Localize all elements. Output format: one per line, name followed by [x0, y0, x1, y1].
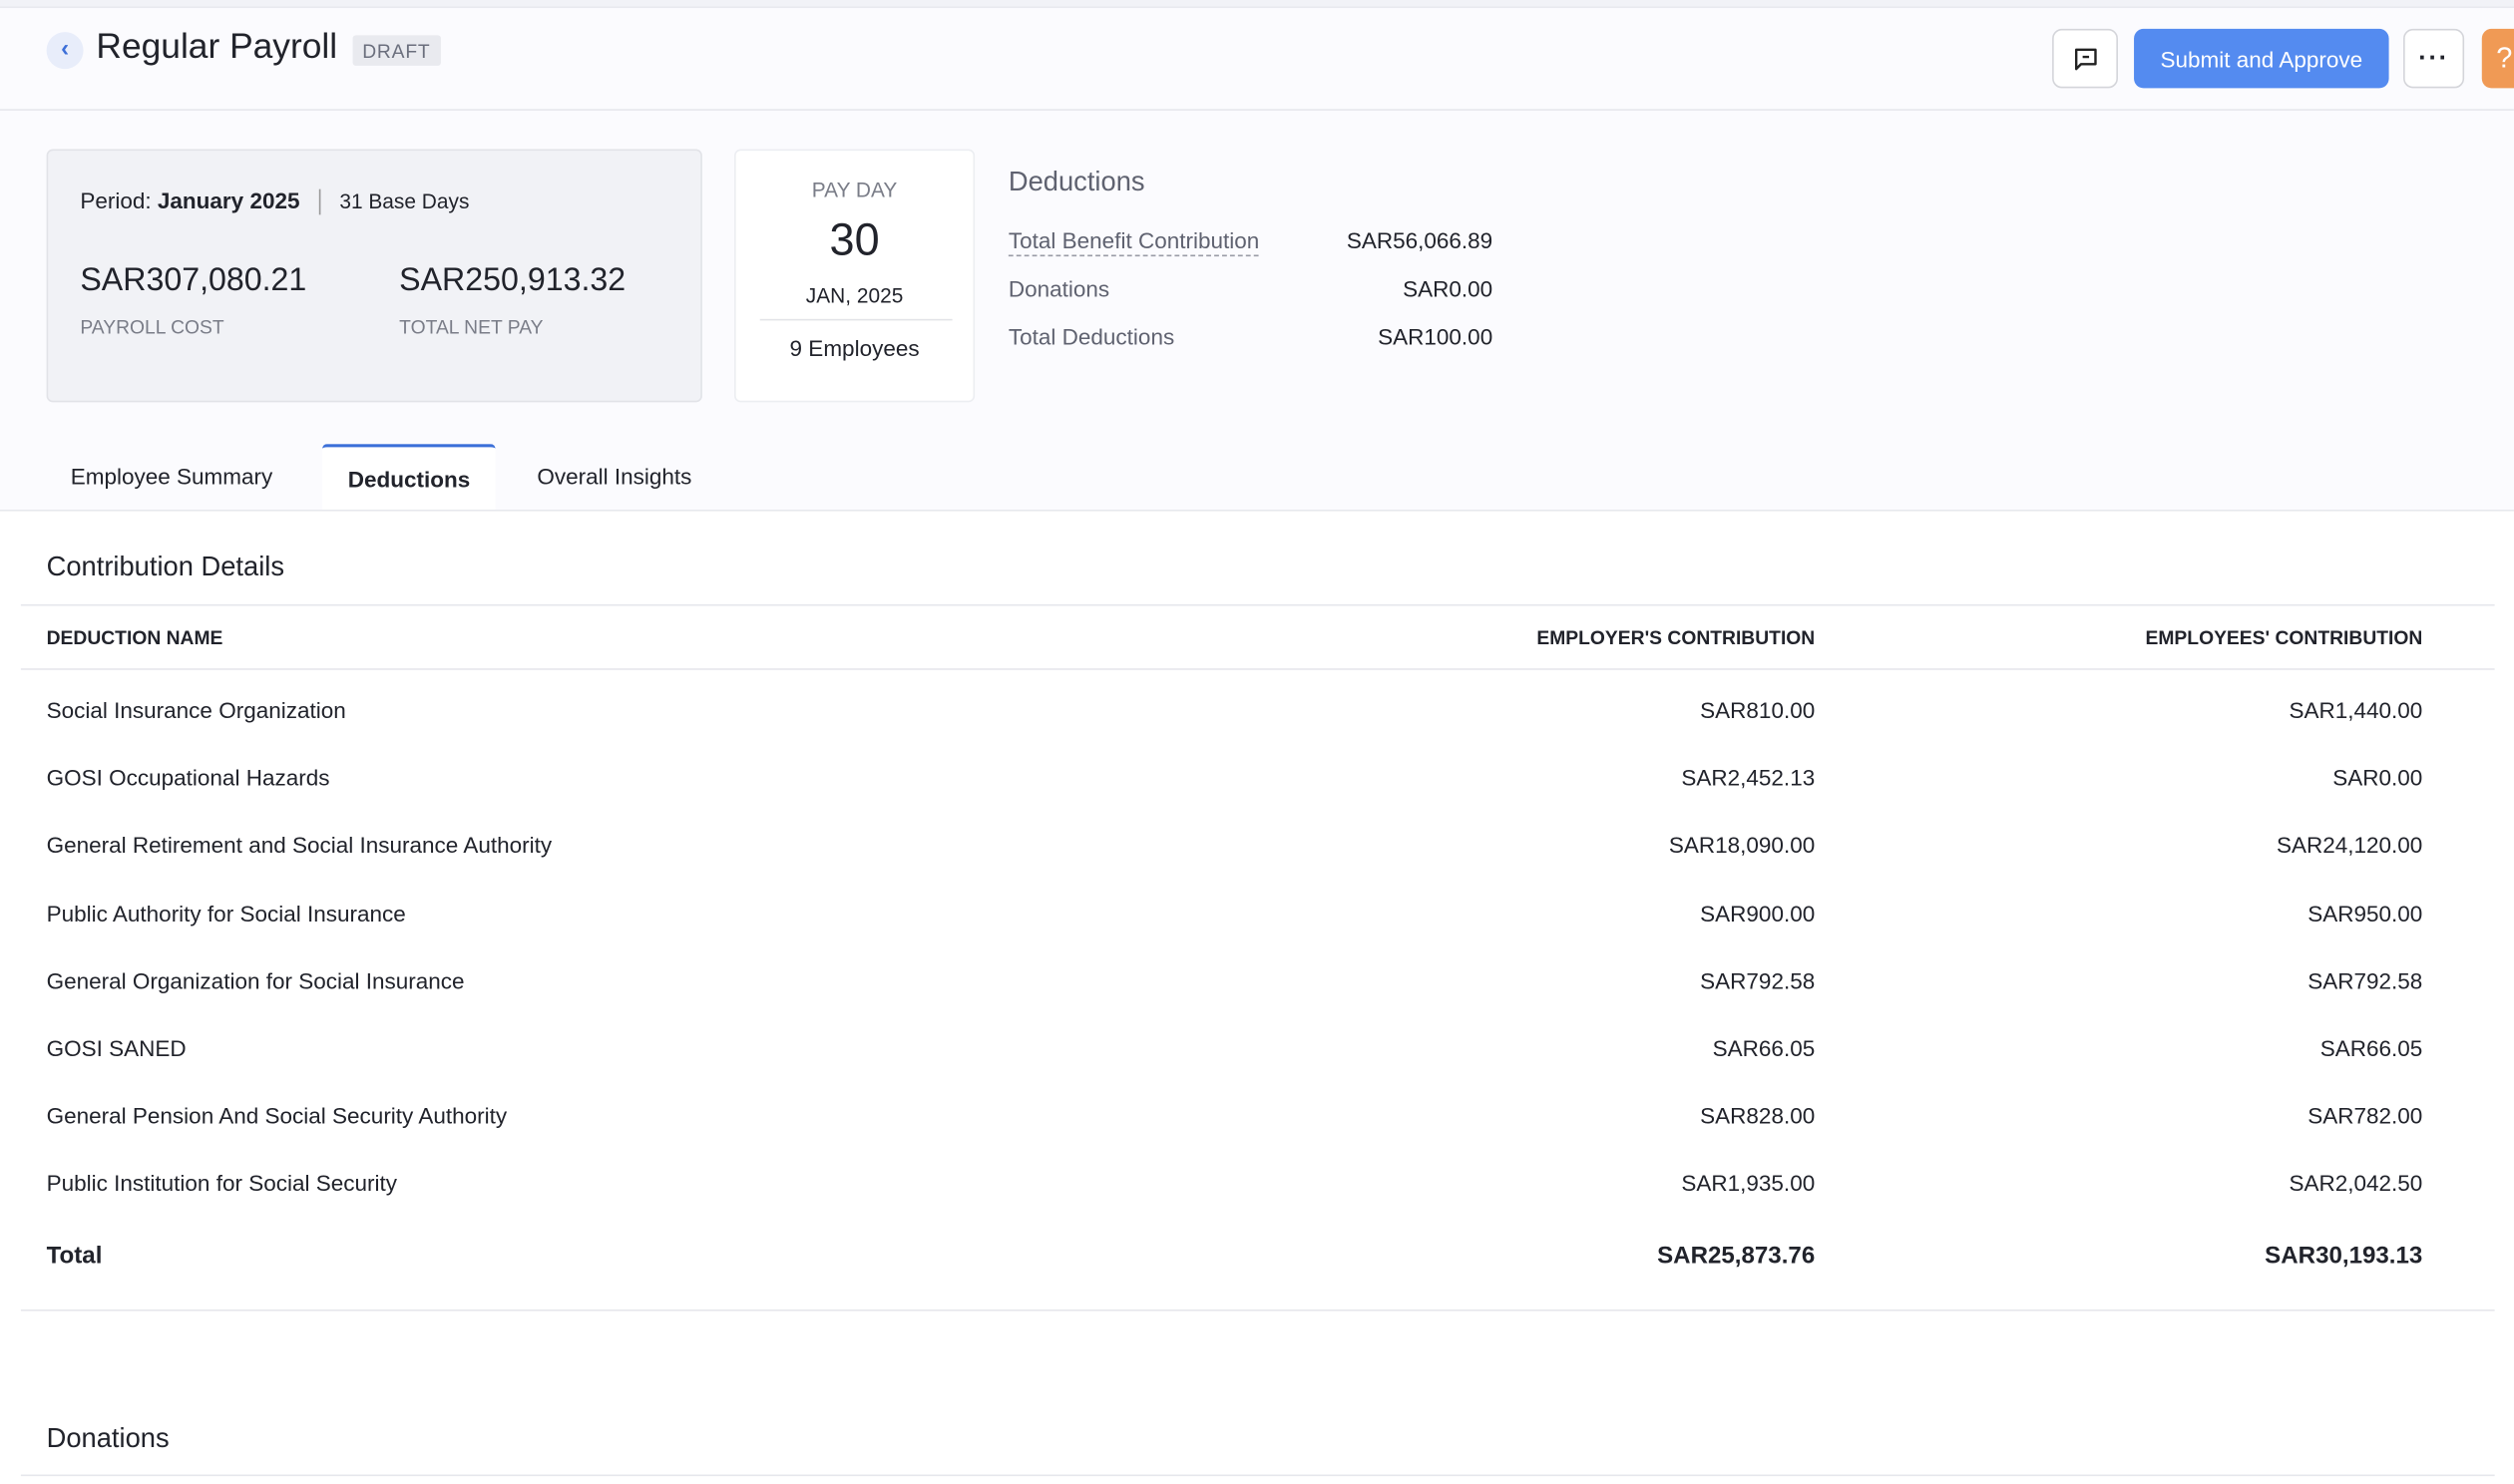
- employee-contribution: SAR24,120.00: [2276, 832, 2423, 859]
- deduction-name: GOSI Occupational Hazards: [46, 764, 330, 791]
- employee-contribution: SAR2,042.50: [2289, 1170, 2423, 1197]
- employer-contribution: SAR792.58: [1700, 967, 1816, 994]
- base-days: 31 Base Days: [339, 188, 470, 213]
- divider: [20, 1309, 2495, 1311]
- page-title: Regular Payroll: [96, 25, 338, 66]
- deduction-name: GOSI SANED: [46, 1035, 187, 1061]
- tab-overall-insights[interactable]: Overall Insights: [537, 463, 692, 490]
- employer-contribution: SAR810.00: [1700, 697, 1816, 723]
- deduction-name: Public Institution for Social Security: [46, 1170, 398, 1197]
- donations-title: Donations: [46, 1423, 170, 1454]
- divider: [20, 603, 2495, 606]
- period: Period: January 2025 31 Base Days: [80, 187, 469, 215]
- help-button[interactable]: ?: [2481, 28, 2514, 89]
- divider: [20, 1474, 2495, 1477]
- payroll-cost-value: SAR307,080.21: [80, 262, 307, 298]
- employee-contribution: SAR782.00: [2307, 1102, 2423, 1129]
- tab-employee-summary[interactable]: Employee Summary: [70, 463, 273, 490]
- chevron-left-icon: ‹: [61, 35, 70, 63]
- employer-contribution: SAR2,452.13: [1681, 764, 1816, 791]
- employee-contribution: SAR0.00: [2332, 764, 2423, 791]
- pay-day-card: PAY DAY 30 JAN, 2025 9 Employees: [734, 149, 976, 403]
- period-value: January 2025: [157, 187, 300, 213]
- total-benefit-contribution-link[interactable]: Total Benefit Contribution: [1008, 227, 1260, 257]
- employer-contribution: SAR1,935.00: [1681, 1170, 1816, 1197]
- pay-day-month: JAN, 2025: [805, 283, 904, 308]
- tab-bar: Employee Summary Deductions Overall Insi…: [0, 444, 2514, 512]
- comment-icon: [2074, 47, 2096, 70]
- column-header-employee: EMPLOYEES' CONTRIBUTION: [2145, 626, 2423, 649]
- net-pay-label: TOTAL NET PAY: [399, 315, 544, 339]
- back-button[interactable]: ‹: [46, 32, 84, 70]
- tab-deductions[interactable]: Deductions: [322, 444, 496, 511]
- status-badge: DRAFT: [352, 35, 441, 66]
- column-header-employer: EMPLOYER'S CONTRIBUTION: [1536, 626, 1816, 649]
- pay-day-number: 30: [829, 214, 880, 265]
- payroll-cost-label: PAYROLL COST: [80, 315, 224, 339]
- total-label: Total: [46, 1242, 103, 1270]
- employee-count: 9 Employees: [789, 334, 920, 361]
- deduction-name: General Pension And Social Security Auth…: [46, 1102, 508, 1129]
- employee-contribution: SAR792.58: [2307, 967, 2423, 994]
- contribution-details-title: Contribution Details: [46, 551, 285, 582]
- deduction-name: General Organization for Social Insuranc…: [46, 967, 465, 994]
- comment-button[interactable]: [2052, 28, 2118, 89]
- summary-label: Donations: [1008, 275, 1110, 302]
- deductions-summary-title: Deductions: [1008, 167, 1145, 197]
- employer-contribution: SAR66.05: [1712, 1035, 1816, 1061]
- period-label: Period:: [80, 187, 152, 213]
- divider: [318, 189, 321, 215]
- summary-row: Donations SAR0.00: [1009, 275, 1492, 323]
- employer-contribution: SAR828.00: [1700, 1102, 1816, 1129]
- deduction-name: Social Insurance Organization: [46, 697, 346, 723]
- summary-value: SAR56,066.89: [1346, 227, 1493, 253]
- employer-contribution: SAR900.00: [1700, 900, 1816, 927]
- pay-day-label: PAY DAY: [811, 178, 898, 202]
- total-employee: SAR30,193.13: [2265, 1242, 2423, 1270]
- deduction-name: Public Authority for Social Insurance: [46, 900, 406, 927]
- deductions-summary: Total Benefit Contribution SAR56,066.89 …: [1008, 227, 1493, 372]
- top-strip: [0, 0, 2514, 9]
- more-icon: ···: [2418, 44, 2449, 72]
- deduction-name: General Retirement and Social Insurance …: [46, 832, 553, 859]
- employee-contribution: SAR1,440.00: [2289, 697, 2423, 723]
- more-options-button[interactable]: ···: [2403, 28, 2465, 89]
- employer-contribution: SAR18,090.00: [1668, 832, 1816, 859]
- page-header: [0, 8, 2514, 111]
- deductions-content: Contribution Details DEDUCTION NAME EMPL…: [0, 511, 2514, 1484]
- submit-and-approve-button[interactable]: Submit and Approve: [2134, 28, 2389, 89]
- summary-row: Total Benefit Contribution SAR56,066.89: [1008, 227, 1493, 275]
- column-header-deduction-name: DEDUCTION NAME: [46, 626, 223, 649]
- payroll-summary-card: Period: January 2025 31 Base Days SAR307…: [46, 149, 702, 403]
- summary-value: SAR0.00: [1403, 275, 1493, 302]
- divider: [20, 668, 2495, 670]
- summary-value: SAR100.00: [1378, 323, 1493, 350]
- total-employer: SAR25,873.76: [1657, 1242, 1816, 1270]
- summary-label: Total Deductions: [1008, 323, 1175, 350]
- employee-contribution: SAR950.00: [2307, 900, 2423, 927]
- employee-contribution: SAR66.05: [2319, 1035, 2423, 1061]
- divider: [759, 318, 953, 321]
- net-pay-value: SAR250,913.32: [399, 262, 627, 298]
- summary-row: Total Deductions SAR100.00: [1009, 324, 1492, 372]
